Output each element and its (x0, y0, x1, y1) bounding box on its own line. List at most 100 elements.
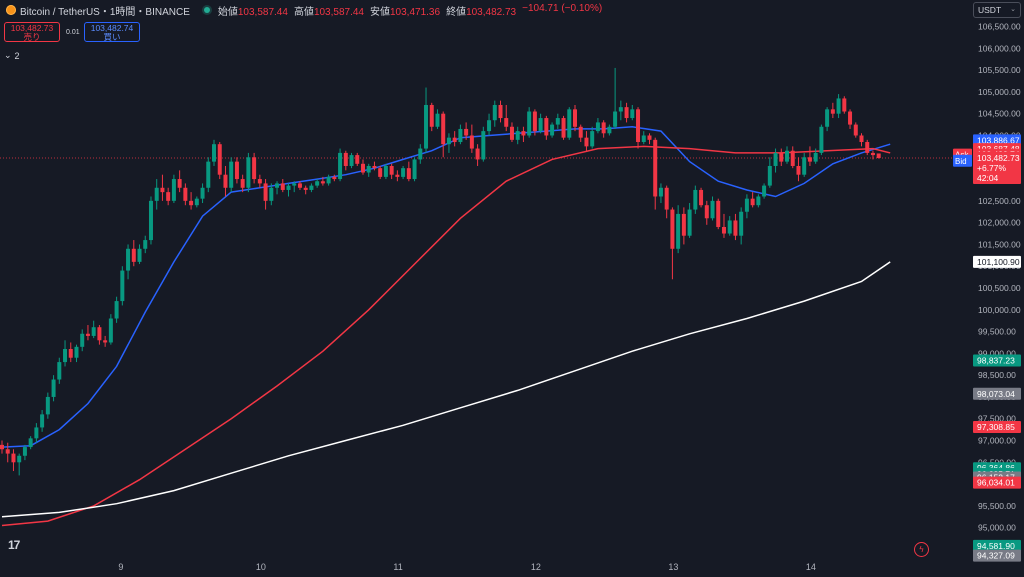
candle-body (773, 152, 778, 166)
candle-body (487, 120, 492, 132)
candle-body (343, 152, 348, 166)
tradingview-logo-icon[interactable]: 17 (8, 538, 20, 552)
candle-body (424, 104, 429, 149)
candle-body (624, 107, 629, 119)
candle-body (796, 165, 801, 175)
candle-body (332, 176, 337, 180)
x-tick-label: 11 (393, 562, 402, 572)
candle-body (647, 135, 652, 140)
indicators-toggle[interactable]: ⌄ 2 (4, 50, 20, 61)
spread-value: 0.01 (66, 28, 80, 36)
candle-body (177, 179, 182, 188)
price-label: 98,837.23 (977, 355, 1015, 365)
candle-body (303, 187, 308, 190)
candle-body (389, 165, 394, 175)
price-label-box (973, 421, 1021, 434)
candle-body (825, 109, 830, 127)
y-tick-label: 95,500.00 (978, 501, 1016, 511)
flash-icon[interactable]: ϟ (914, 542, 929, 557)
candle-body (544, 118, 549, 136)
candle-body (418, 148, 423, 160)
y-tick-label: 105,500.00 (978, 65, 1021, 75)
y-tick-label: 105,000.00 (978, 87, 1021, 97)
candle-body (636, 109, 641, 143)
price-label: 94,581.90 (977, 541, 1015, 551)
candle-body (366, 165, 371, 173)
candle-body (406, 168, 411, 180)
y-tick-label: 100,000.00 (978, 305, 1021, 315)
candle-body (721, 226, 726, 234)
candle-body (716, 200, 721, 227)
candle-body (280, 183, 285, 190)
candle-body (446, 137, 451, 145)
candle-body (320, 181, 325, 184)
sell-button[interactable]: 103,482.73 売り (4, 22, 60, 42)
x-tick-label: 13 (668, 562, 678, 572)
chevron-down-icon: ⌄ (4, 50, 12, 60)
candle-body (360, 163, 365, 173)
candle-body (223, 174, 228, 188)
candle-body (63, 349, 68, 363)
price-label-box (973, 255, 1021, 268)
x-tick-label: 14 (806, 562, 816, 572)
candle-body (836, 98, 841, 114)
candle-body (51, 379, 56, 397)
candle-body (727, 220, 732, 234)
y-tick-label: 106,000.00 (978, 43, 1021, 53)
candle-body (183, 187, 188, 201)
candle-body (807, 157, 812, 162)
buy-button[interactable]: 103,482.74 買い (84, 22, 140, 42)
trade-buttons: 103,482.73 売り 0.01 103,482.74 買い (4, 22, 140, 42)
candle-body (91, 327, 96, 336)
candle-body (160, 187, 165, 193)
candle-body (842, 98, 847, 112)
price-tag-box (953, 154, 972, 167)
candle-body (785, 150, 790, 162)
candle-body (189, 200, 194, 206)
price-label: 101,100.90 (977, 257, 1020, 267)
candle-body (68, 349, 73, 358)
candle-body (853, 124, 858, 136)
candle-body (687, 209, 692, 236)
candle-body (217, 144, 222, 175)
price-label-box (973, 387, 1021, 400)
last-price-text: +6.77% (977, 163, 1007, 173)
candle-body (309, 185, 314, 190)
candle-body (212, 144, 217, 162)
candle-body (475, 148, 480, 160)
candle-body (57, 362, 62, 380)
candle-body (257, 179, 262, 184)
y-tick-label: 98,500.00 (978, 370, 1016, 380)
candle-body (848, 111, 853, 125)
y-tick-label: 99,500.00 (978, 327, 1016, 337)
candle-body (28, 438, 33, 448)
candle-body (395, 174, 400, 177)
candle-body (74, 346, 79, 358)
candle-body (876, 153, 881, 159)
candle-body (154, 187, 159, 201)
candle-body (315, 181, 320, 186)
last-price-text: 42:04 (977, 173, 999, 183)
candle-body (653, 139, 658, 197)
candle-body (859, 135, 864, 143)
candle-body (618, 107, 623, 112)
candle-body (790, 150, 795, 166)
currency-selector[interactable]: USDT ⌄ (973, 2, 1021, 18)
candle-body (435, 113, 440, 127)
candle-body (171, 179, 176, 201)
y-tick-label: 95,000.00 (978, 523, 1016, 533)
candle-body (234, 161, 239, 180)
candle-body (756, 196, 761, 206)
symbol-title[interactable]: Bitcoin / TetherUS・1時間・BINANCE (20, 6, 190, 18)
candle-body (767, 165, 772, 186)
candle-body (515, 131, 520, 140)
price-label: 97,308.85 (977, 422, 1015, 432)
candle-body (584, 137, 589, 147)
price-label-box (973, 539, 1021, 552)
candle-body (5, 449, 10, 454)
candle-body (550, 124, 555, 136)
candle-body (103, 340, 108, 343)
price-label: 103,886.67 (977, 135, 1020, 145)
